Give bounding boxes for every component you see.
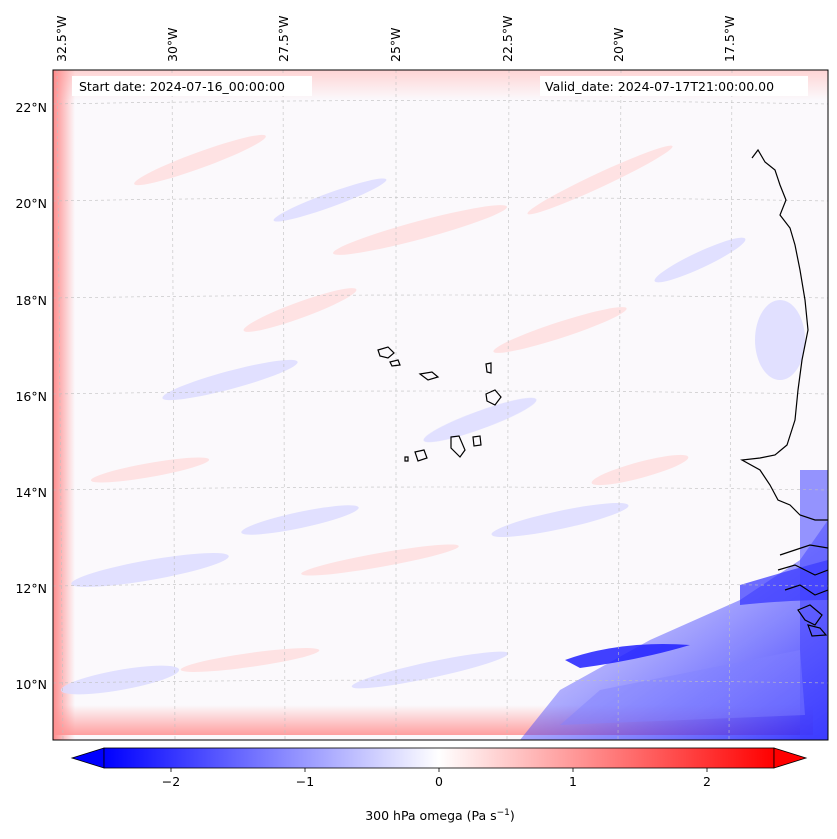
lat-label: 22°N bbox=[15, 100, 47, 115]
lon-label: 27.5°W bbox=[276, 16, 291, 62]
africa-coastline bbox=[740, 148, 828, 521]
lat-label: 14°N bbox=[15, 485, 47, 500]
colorbar-label-sup: −1 bbox=[497, 808, 510, 818]
lon-label: 25°W bbox=[388, 27, 403, 62]
omega-field bbox=[53, 70, 828, 740]
colorbar-ticks: −2 −1 0 1 2 bbox=[162, 768, 711, 789]
lon-label: 17.5°W bbox=[722, 16, 737, 62]
colorbar-label-text: 300 hPa omega (Pa s bbox=[365, 808, 496, 823]
colorbar-tick-label: 2 bbox=[703, 774, 711, 789]
colorbar-label: 300 hPa omega (Pa s−1) bbox=[365, 808, 515, 823]
lon-label: 20°W bbox=[611, 27, 626, 62]
valid-date-box bbox=[540, 76, 808, 96]
colorbar-tick-label: −2 bbox=[162, 774, 180, 789]
start-date-box bbox=[72, 76, 312, 96]
coastlines bbox=[377, 148, 828, 637]
cape-verde-islands bbox=[377, 346, 395, 359]
lon-label: 22.5°W bbox=[500, 16, 515, 62]
gridlines bbox=[53, 70, 828, 740]
colorbar-label-end: ) bbox=[510, 808, 515, 823]
start-date-label: Start date: 2024-07-16_00:00:00 bbox=[79, 79, 285, 94]
lat-label: 20°N bbox=[15, 196, 47, 211]
colorbar-min-extend bbox=[70, 747, 105, 769]
valid-date-label: Valid_date: 2024-07-17T21:00:00.00 bbox=[545, 79, 774, 94]
colorbar-max-extend bbox=[773, 747, 808, 769]
lat-label: 10°N bbox=[15, 677, 47, 692]
colorbar-tick-label: −1 bbox=[296, 774, 314, 789]
lon-label: 32.5°W bbox=[54, 16, 69, 62]
longitude-labels: 32.5°W 30°W 27.5°W 25°W 22.5°W 20°W 17.5… bbox=[54, 16, 737, 62]
colorbar-tick-label: 0 bbox=[435, 774, 443, 789]
latitude-labels: 22°N 20°N 18°N 16°N 14°N 12°N 10°N bbox=[15, 100, 47, 692]
colorbar-bar bbox=[103, 747, 775, 769]
colorbar: −2 −1 0 1 2 300 hPa omega (Pa s−1) bbox=[70, 747, 808, 823]
map-frame bbox=[52, 69, 829, 741]
colorbar-tick-label: 1 bbox=[569, 774, 577, 789]
lat-label: 18°N bbox=[15, 293, 47, 308]
lat-label: 12°N bbox=[15, 581, 47, 596]
lon-label: 30°W bbox=[165, 27, 180, 62]
lat-label: 16°N bbox=[15, 389, 47, 404]
